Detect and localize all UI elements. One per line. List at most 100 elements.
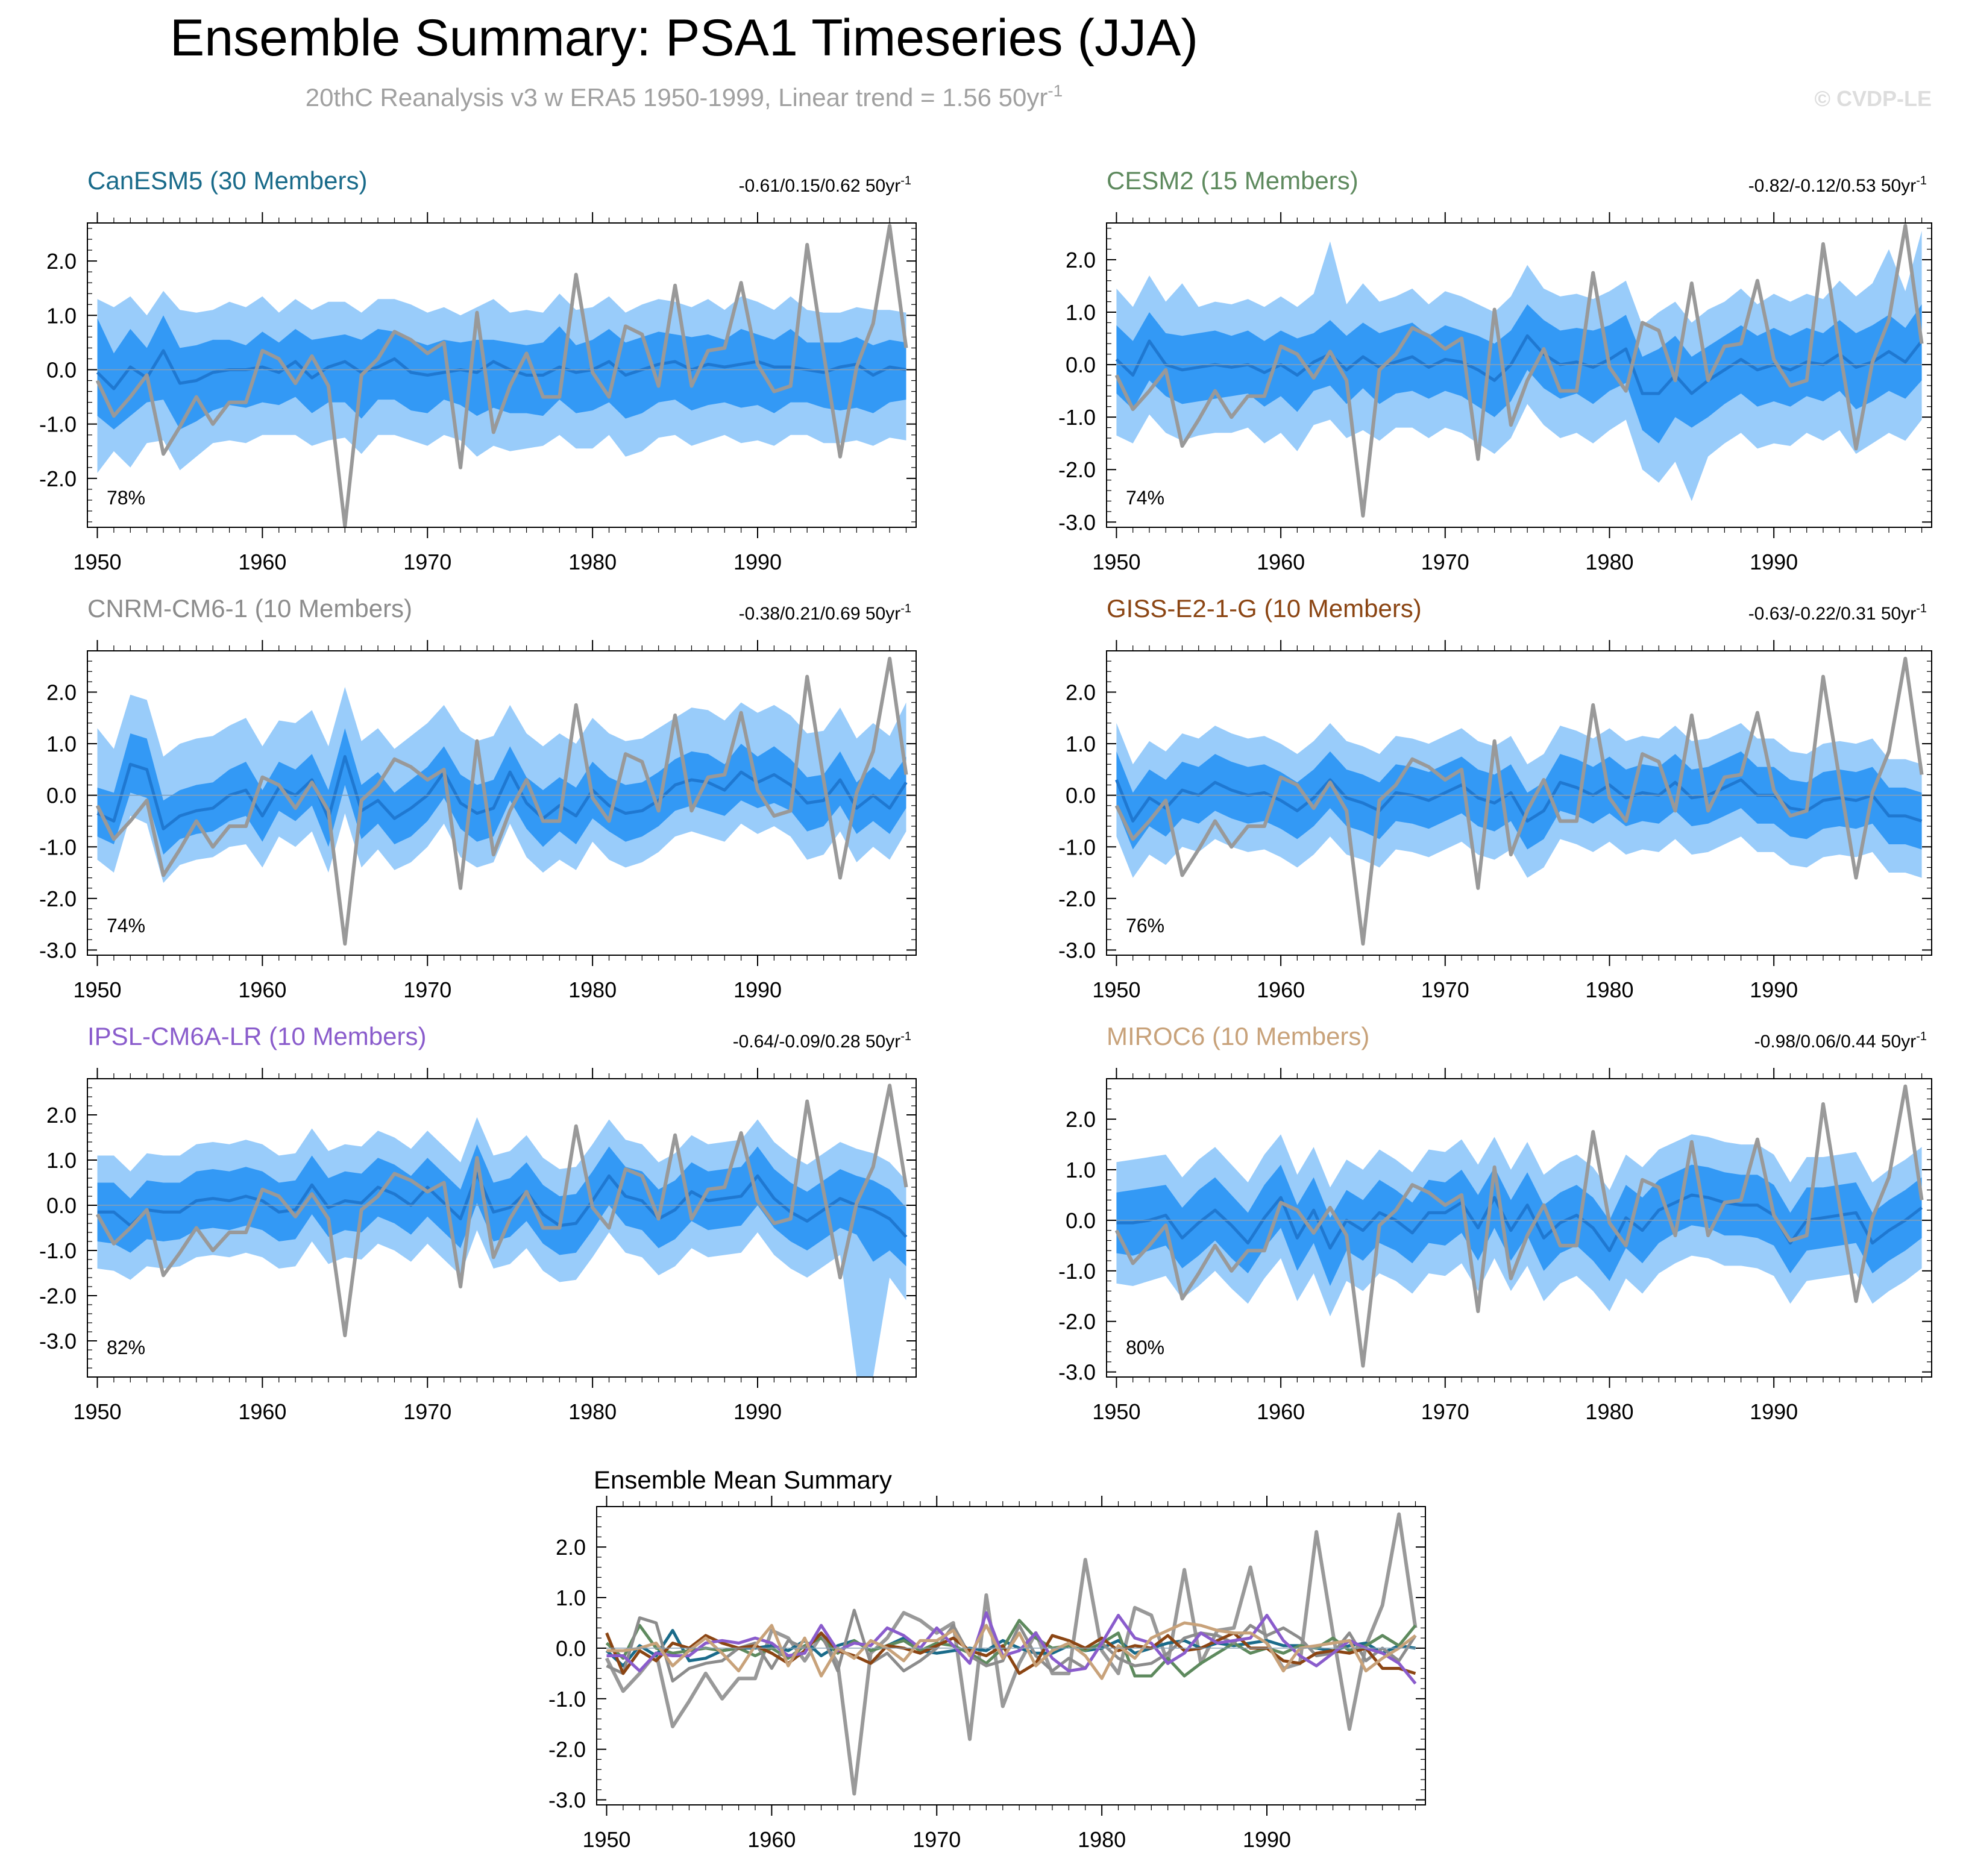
panel-1-ytick-label: 2.0 <box>46 249 77 274</box>
panel-3-ensemble-mean-line <box>96 754 908 830</box>
panel-2: 2.0 1.0 0.0 -1.0 -2.0 -3.0 1950 1960 1970 1980 199… <box>1058 166 1932 574</box>
panel-2-trend-label: -0.82/-0.12/0.53 50yr-1 <box>1748 174 1927 196</box>
panel-2-xtick-label: 1990 <box>1750 550 1798 574</box>
summary-ytick-label: -3.0 <box>548 1788 586 1813</box>
panel-2-xtick-label: 1950 <box>1092 550 1140 574</box>
panel-4-percent-label: 76% <box>1126 915 1164 936</box>
summary-title: Ensemble Mean Summary <box>594 1466 892 1494</box>
panel-6-plot-area <box>1114 1084 1924 1368</box>
panel-5-plot-frame <box>87 1078 917 1378</box>
panel-3-xtick-label: 1980 <box>568 977 617 1002</box>
panel-2-ytick-label: -1.0 <box>1058 405 1096 430</box>
panel-6-trend-label: -0.98/0.06/0.44 50yr-1 <box>1754 1030 1927 1052</box>
panel-4-ytick-label: 0.0 <box>1066 783 1096 808</box>
panel-1-plot-area <box>95 224 908 527</box>
panel-4-xtick-label: 1970 <box>1421 977 1469 1002</box>
panel-3-xtick-label: 1960 <box>238 977 286 1002</box>
panel-3-percent-label: 74% <box>107 915 145 936</box>
panel-1-xtick-label: 1970 <box>403 550 451 574</box>
summary-series-6-line <box>606 1621 1417 1680</box>
panel-2-ytick-label: -3.0 <box>1058 510 1096 535</box>
panel-3-ytick-label: 1.0 <box>46 732 77 756</box>
figure-subtitle: 20thC Reanalysis v3 w ERA5 1950-1999, Li… <box>306 81 1063 111</box>
panel-5-ytick-label: 2.0 <box>46 1103 77 1128</box>
panel-6-ytick-label: 0.0 <box>1066 1208 1096 1233</box>
panel-6-title: MIROC6 (10 Members) <box>1107 1022 1369 1050</box>
summary-ytick-label: -2.0 <box>548 1737 586 1762</box>
summary-xtick-label: 1950 <box>582 1827 630 1852</box>
panel-4-ytick-label: 1.0 <box>1066 732 1096 756</box>
panel-4-xtick-label: 1990 <box>1750 977 1798 1002</box>
subtitle-sup: -1 <box>1047 81 1063 100</box>
panel-6-xtick-label: 1980 <box>1585 1399 1633 1424</box>
panels: 2.0 1.0 0.0 -1.0 -2.0 1950 1960 1970 1980 1990 Can… <box>39 166 1932 1852</box>
panel-6-xtick-label: 1960 <box>1257 1399 1305 1424</box>
panel-2-ytick-label: -2.0 <box>1058 457 1096 482</box>
panel-5-xtick-label: 1970 <box>403 1399 451 1424</box>
summary-xtick-label: 1970 <box>912 1827 961 1852</box>
panel-3-ytick-label: -2.0 <box>39 886 77 911</box>
summary-xtick-label: 1990 <box>1243 1827 1291 1852</box>
panel-5-title: IPSL-CM6A-LR (10 Members) <box>87 1022 426 1050</box>
summary-series-2-line <box>605 1619 1417 1678</box>
panel-4-observed-line <box>1114 656 1924 946</box>
panel-1-xtick-label: 1990 <box>733 550 782 574</box>
panel-6-xtick-label: 1970 <box>1421 1399 1469 1424</box>
panel-3-observed-line <box>95 656 908 946</box>
panel-6-trend-text: -0.98/0.06/0.44 50yr <box>1754 1032 1917 1052</box>
panel-4: 2.0 1.0 0.0 -1.0 -2.0 -3.0 1950 1960 1970 1980 199… <box>1058 594 1932 1002</box>
panel-1-ytick-label: -2.0 <box>39 466 77 491</box>
figure-title: Ensemble Summary: PSA1 Timeseries (JJA) <box>170 9 1198 67</box>
panel-4-plot-area <box>1114 656 1924 946</box>
panel-2-plot-area <box>1114 224 1924 518</box>
panel-2-ytick-label: 2.0 <box>1066 248 1096 272</box>
summary-ytick-label: 1.0 <box>556 1586 586 1610</box>
panel-5-ytick-label: 0.0 <box>46 1193 77 1218</box>
panel-5-xtick-label: 1990 <box>733 1399 782 1424</box>
panel-5-plot-area <box>95 1084 908 1377</box>
panel-1-trend-text: -0.61/0.15/0.62 50yr <box>739 176 901 196</box>
panel-5: 2.0 1.0 0.0 -1.0 -2.0 -3.0 1950 1960 1970 1980 199… <box>39 1022 917 1424</box>
panel-5-xtick-label: 1950 <box>73 1399 121 1424</box>
panel-5-xtick-label: 1960 <box>238 1399 286 1424</box>
panel-5-ytick-label: -3.0 <box>39 1329 77 1354</box>
panel-4-ytick-label: 2.0 <box>1066 680 1096 704</box>
panel-6-xtick-label: 1950 <box>1092 1399 1140 1424</box>
panel-1-trend-sup: -1 <box>900 174 911 187</box>
panel-6-ytick-label: 2.0 <box>1066 1107 1096 1132</box>
panel-6: 2.0 1.0 0.0 -1.0 -2.0 -3.0 1950 1960 1970 1980 199… <box>1058 1022 1932 1424</box>
panel-2-title: CESM2 (15 Members) <box>1107 166 1358 195</box>
panel-4-xtick-label: 1960 <box>1257 977 1305 1002</box>
panel-3-xtick-label: 1990 <box>733 977 782 1002</box>
panel-1-trend-label: -0.61/0.15/0.62 50yr-1 <box>739 174 911 196</box>
panel-3-ytick-label: 0.0 <box>46 783 77 808</box>
panel-6-xtick-label: 1990 <box>1750 1399 1798 1424</box>
panel-3-plot-frame <box>87 650 917 956</box>
panel-1-ytick-label: 0.0 <box>46 357 77 382</box>
summary-ytick-label: 0.0 <box>556 1636 586 1661</box>
summary-series-5-line <box>606 1611 1417 1685</box>
panel-6-ytick-label: 1.0 <box>1066 1158 1096 1182</box>
panel-3-xtick-label: 1950 <box>73 977 121 1002</box>
panel-3: 2.0 1.0 0.0 -1.0 -2.0 -3.0 1950 1960 1970 1980 199… <box>39 594 917 1002</box>
subtitle-text: 20thC Reanalysis v3 w ERA5 1950-1999, Li… <box>306 83 1048 111</box>
panel-1-plot-frame <box>87 222 917 528</box>
panel-1: 2.0 1.0 0.0 -1.0 -2.0 1950 1960 1970 1980 1990 Can… <box>39 166 917 574</box>
panel-4-inner-range-band <box>1116 751 1922 850</box>
panel-6-plot-frame <box>1106 1078 1932 1378</box>
panel-5-ensemble-mean-line <box>97 1172 908 1238</box>
panel-2-ensemble-mean-line <box>1115 334 1923 395</box>
panel-1-xtick-label: 1950 <box>73 550 121 574</box>
panel-1-title: CanESM5 (30 Members) <box>87 166 367 195</box>
panel-4-trend-label: -0.63/-0.22/0.31 50yr-1 <box>1748 602 1927 624</box>
panel-2-percent-label: 74% <box>1126 487 1164 509</box>
panel-4-trend-text: -0.63/-0.22/0.31 50yr <box>1748 604 1917 624</box>
panel-2-xtick-label: 1970 <box>1421 550 1469 574</box>
panel-2-trend-sup: -1 <box>1916 174 1927 187</box>
panel-5-ytick-label: -1.0 <box>39 1238 77 1263</box>
panel-4-trend-sup: -1 <box>1916 602 1927 615</box>
panel-6-ytick-label: -2.0 <box>1058 1310 1096 1334</box>
panel-6-trend-sup: -1 <box>1916 1030 1927 1043</box>
panel-4-xtick-label: 1980 <box>1585 977 1633 1002</box>
panel-5-trend-text: -0.64/-0.09/0.28 50yr <box>733 1032 901 1052</box>
